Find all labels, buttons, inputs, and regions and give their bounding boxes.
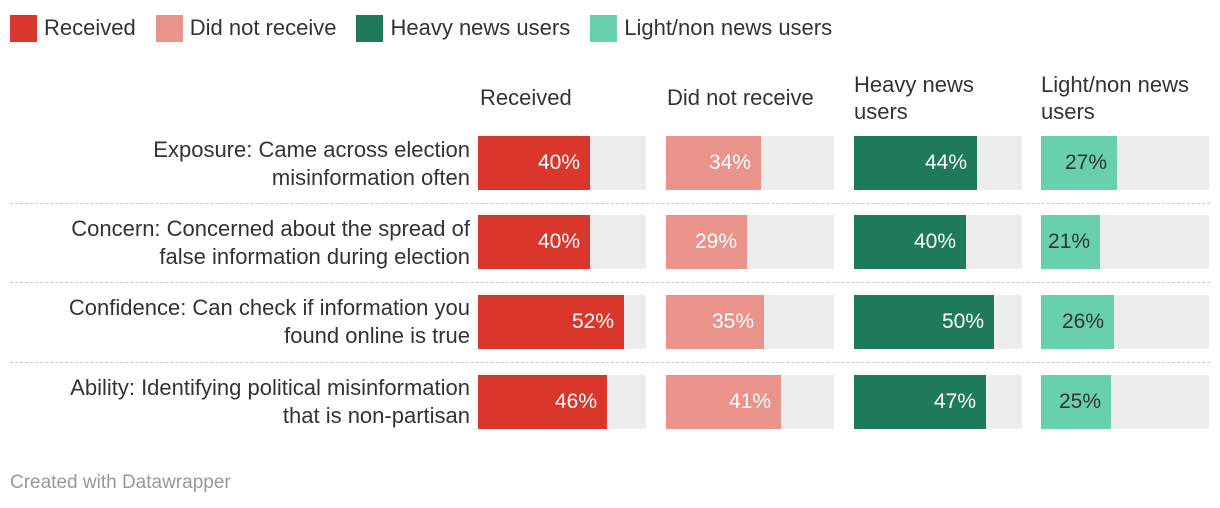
column-header-heavy-news-users: Heavy news users xyxy=(854,71,1029,125)
data-label-concern-heavy-news-users: 40% xyxy=(913,230,956,253)
column-header-light-line2: users xyxy=(1041,99,1095,124)
bar-track-exposure-received: 40% xyxy=(478,136,646,190)
row-label-ability-line1: Ability: Identifying political misinform… xyxy=(70,375,470,400)
data-label-confidence-heavy-news-users: 50% xyxy=(941,310,984,333)
column-header-light-line1: Light/non news xyxy=(1041,72,1189,97)
data-label-ability-light-news-users: 25% xyxy=(1058,390,1101,413)
bar-track-confidence-light-news-users: 26% xyxy=(1041,295,1209,349)
data-label-ability-received: 46% xyxy=(554,390,597,413)
bar-concern-received xyxy=(478,215,590,269)
row-label-exposure: Exposure: Came across election misinform… xyxy=(10,136,470,192)
legend-swatch-did-not-receive xyxy=(155,14,183,42)
legend-swatch-received xyxy=(10,14,37,42)
data-label-exposure-received: 40% xyxy=(537,151,580,174)
data-label-concern-did-not-receive: 29% xyxy=(694,230,737,253)
bar-track-exposure-light-news-users: 27% xyxy=(1041,136,1209,190)
bar-confidence-light-news-users xyxy=(1041,295,1114,349)
row-divider xyxy=(10,203,1210,204)
bar-confidence-did-not-receive xyxy=(666,295,764,349)
column-header-did-not-receive-line1: Did not receive xyxy=(667,85,814,110)
bar-ability-light-news-users xyxy=(1041,375,1111,429)
datawrapper-credit: Created with Datawrapper xyxy=(10,472,231,493)
row-label-confidence: Confidence: Can check if information you… xyxy=(10,294,470,350)
data-label-confidence-light-news-users: 26% xyxy=(1061,310,1104,333)
row-label-confidence-line1: Confidence: Can check if information you xyxy=(68,295,470,320)
data-label-exposure-heavy-news-users: 44% xyxy=(924,151,967,174)
data-label-exposure-light-news-users: 27% xyxy=(1064,151,1107,174)
row-label-ability-line2: that is non-partisan xyxy=(282,403,470,428)
bar-track-confidence-received: 52% xyxy=(478,295,646,349)
legend-item-heavy-news-users: Heavy news users xyxy=(356,14,571,42)
bar-track-ability-light-news-users: 25% xyxy=(1041,375,1209,429)
bar-ability-received xyxy=(478,375,607,429)
legend-item-light-news-users: Light/non news users xyxy=(590,14,833,42)
row-label-confidence-line2: found online is true xyxy=(284,323,470,348)
bar-track-ability-heavy-news-users: 47% xyxy=(854,375,1022,429)
data-label-exposure-did-not-receive: 34% xyxy=(708,151,751,174)
bar-confidence-heavy-news-users xyxy=(854,295,994,349)
row-label-exposure-line2: misinformation often xyxy=(271,165,470,190)
column-header-did-not-receive: Did not receive xyxy=(667,84,842,111)
data-label-concern-received: 40% xyxy=(537,230,580,253)
column-header-heavy-line2: users xyxy=(854,99,908,124)
legend-item-received: Received xyxy=(10,14,136,42)
bar-track-concern-did-not-receive: 29% xyxy=(666,215,834,269)
data-label-confidence-did-not-receive: 35% xyxy=(711,310,754,333)
column-header-heavy-line1: Heavy news xyxy=(854,72,974,97)
bar-track-confidence-did-not-receive: 35% xyxy=(666,295,834,349)
bar-track-exposure-did-not-receive: 34% xyxy=(666,136,834,190)
legend: Received Did not receive Heavy news user… xyxy=(10,13,852,43)
bar-track-ability-did-not-receive: 41% xyxy=(666,375,834,429)
legend-label-received: Received xyxy=(44,15,136,40)
column-header-received: Received xyxy=(480,84,655,111)
row-label-ability: Ability: Identifying political misinform… xyxy=(10,374,470,430)
column-header-light-news-users: Light/non news users xyxy=(1041,71,1216,125)
bar-confidence-received xyxy=(478,295,624,349)
bar-concern-did-not-receive xyxy=(666,215,747,269)
bar-exposure-received xyxy=(478,136,590,190)
data-label-ability-heavy-news-users: 47% xyxy=(933,390,976,413)
legend-swatch-heavy-news-users xyxy=(356,14,384,42)
legend-label-heavy-news-users: Heavy news users xyxy=(390,15,571,40)
bar-exposure-heavy-news-users xyxy=(854,136,977,190)
row-label-exposure-line1: Exposure: Came across election xyxy=(153,137,470,162)
bar-track-concern-light-news-users: 21% xyxy=(1041,215,1209,269)
row-divider xyxy=(10,362,1210,363)
bar-ability-did-not-receive xyxy=(666,375,781,429)
bar-concern-light-news-users xyxy=(1041,215,1100,269)
bar-ability-heavy-news-users xyxy=(854,375,986,429)
bar-track-ability-received: 46% xyxy=(478,375,646,429)
bar-track-concern-heavy-news-users: 40% xyxy=(854,215,1022,269)
legend-item-did-not-receive: Did not receive xyxy=(155,14,337,42)
data-label-ability-did-not-receive: 41% xyxy=(728,390,771,413)
bar-concern-heavy-news-users xyxy=(854,215,966,269)
bar-track-confidence-heavy-news-users: 50% xyxy=(854,295,1022,349)
legend-label-light-news-users: Light/non news users xyxy=(624,15,833,40)
column-header-received-line1: Received xyxy=(480,85,572,110)
data-label-concern-light-news-users: 21% xyxy=(1047,230,1090,253)
data-label-confidence-received: 52% xyxy=(571,310,614,333)
bar-exposure-did-not-receive xyxy=(666,136,761,190)
legend-label-did-not-receive: Did not receive xyxy=(189,15,337,40)
bar-track-exposure-heavy-news-users: 44% xyxy=(854,136,1022,190)
bar-exposure-light-news-users xyxy=(1041,136,1117,190)
bar-track-concern-received: 40% xyxy=(478,215,646,269)
legend-swatch-light-news-users xyxy=(590,14,618,42)
row-label-concern: Concern: Concerned about the spread of f… xyxy=(10,215,470,271)
row-label-concern-line1: Concern: Concerned about the spread of xyxy=(71,216,470,241)
row-label-concern-line2: false information during election xyxy=(159,244,470,269)
row-divider xyxy=(10,282,1210,283)
